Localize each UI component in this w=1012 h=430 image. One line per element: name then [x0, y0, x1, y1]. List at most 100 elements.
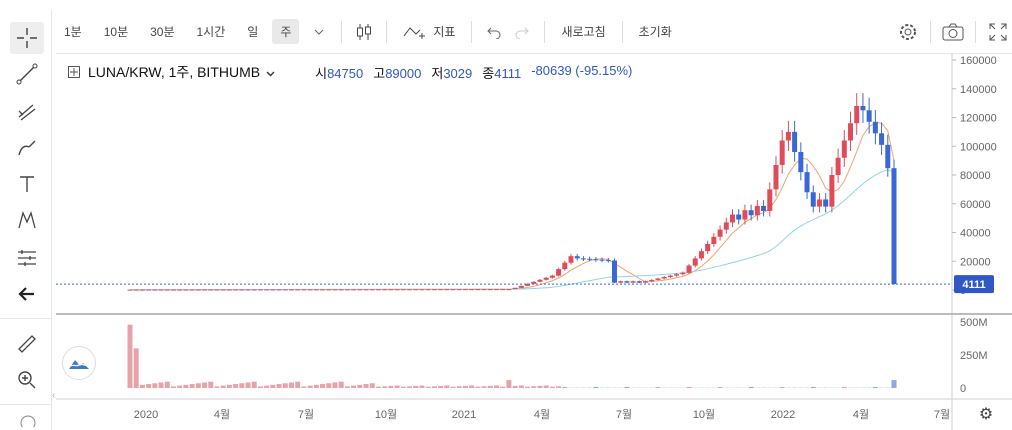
trendline-icon[interactable]	[10, 58, 44, 90]
volume-bar	[257, 386, 263, 388]
reset-button[interactable]: 초기화	[638, 25, 672, 39]
candle	[500, 289, 506, 291]
candle	[835, 148, 841, 184]
gear-icon[interactable]	[894, 18, 922, 46]
candle	[773, 156, 779, 197]
drawing-toolbar	[0, 10, 52, 430]
brush-icon[interactable]	[10, 132, 44, 164]
volume-bar	[344, 386, 350, 388]
tf-30min[interactable]: 30분	[150, 25, 175, 39]
time-tick-label: 10월	[375, 408, 397, 421]
volume-bar	[438, 385, 444, 388]
volume-bar	[400, 386, 406, 388]
open-label: 시	[315, 65, 328, 81]
candle	[357, 289, 363, 291]
volume-bar	[487, 385, 493, 388]
volume-bar	[779, 386, 785, 388]
fullscreen-icon[interactable]	[984, 18, 1012, 46]
price-tick-label: 20000	[960, 256, 991, 268]
candle	[444, 289, 450, 291]
volume-bar	[276, 384, 282, 388]
volume-bar	[152, 383, 158, 388]
divider	[0, 318, 52, 319]
volume-bar	[748, 386, 754, 388]
divider	[930, 20, 931, 43]
time-tick-label: 4월	[214, 408, 230, 421]
price-chart[interactable]: 160000 140000 120000 100000 80000 60000 40000 2…	[56, 54, 1012, 430]
volume-bar	[301, 386, 307, 388]
crosshair-icon[interactable]	[10, 22, 44, 54]
candle	[624, 280, 630, 284]
candle	[748, 204, 754, 221]
chevron-down-icon[interactable]	[305, 18, 333, 46]
axis-settings-icon[interactable]: ⚙	[979, 406, 993, 423]
fib-icon[interactable]	[10, 96, 44, 128]
candle	[170, 289, 176, 291]
volume-bar	[624, 386, 630, 388]
chevron-down-icon[interactable]	[266, 64, 275, 80]
candle	[320, 289, 326, 291]
collapse-handle[interactable]: ‹	[52, 390, 56, 401]
refresh-button[interactable]: 새로고침	[561, 25, 606, 39]
candle	[431, 289, 437, 291]
candle	[792, 120, 798, 162]
zoom-in-icon[interactable]	[10, 364, 44, 396]
candle	[425, 289, 431, 291]
volume-bar	[363, 384, 369, 388]
back-arrow-icon[interactable]	[10, 278, 44, 310]
volume-bar	[164, 381, 170, 388]
volume-bar	[810, 386, 816, 388]
tf-1hour[interactable]: 1시간	[196, 25, 226, 39]
time-tick-label: 7월	[616, 408, 632, 421]
undo-icon[interactable]	[480, 18, 508, 46]
time-tick-label: 10월	[693, 408, 715, 421]
candle	[655, 277, 661, 281]
tf-day[interactable]: 일	[247, 25, 259, 39]
tf-1min[interactable]: 1분	[64, 25, 82, 39]
candle	[891, 159, 897, 285]
volume-bar	[543, 385, 549, 388]
volume-bar	[419, 385, 425, 388]
chart-area[interactable]: 160000 140000 120000 100000 80000 60000 40000 2…	[56, 54, 1012, 430]
camera-icon[interactable]	[939, 18, 967, 46]
candlestick-icon[interactable]	[350, 18, 378, 46]
symbol-label[interactable]: LUNA/KRW, 1주, BITHUMB	[88, 64, 261, 80]
price-tick-label: 80000	[960, 170, 991, 182]
candle	[798, 142, 804, 181]
candle	[630, 280, 636, 284]
candle	[636, 280, 642, 284]
close-value: 4111	[494, 65, 522, 81]
pattern-icon[interactable]	[10, 204, 44, 236]
volume-bar	[518, 385, 524, 388]
price-tick-label: 100000	[960, 141, 997, 153]
candle	[419, 289, 425, 291]
candle	[301, 289, 307, 291]
candle	[270, 289, 276, 291]
measure-icon[interactable]	[10, 242, 44, 274]
candle	[723, 217, 729, 234]
candle	[282, 289, 288, 291]
ruler-icon[interactable]	[10, 328, 44, 360]
candle	[605, 258, 611, 263]
candle	[767, 182, 773, 217]
volume-bar	[481, 386, 487, 388]
candle	[717, 225, 723, 241]
candle	[879, 122, 885, 155]
volume-bar	[872, 386, 878, 388]
last-price-label: 4111	[962, 279, 985, 291]
candle	[127, 289, 133, 291]
candle	[413, 289, 419, 291]
tf-week[interactable]: 주	[272, 19, 300, 44]
candle	[456, 289, 462, 291]
price-tick-label: 160000	[960, 55, 997, 67]
candle	[313, 289, 319, 291]
expand-box-icon[interactable]	[66, 64, 82, 80]
ma-short-line	[129, 122, 895, 291]
candle	[848, 111, 854, 151]
tf-10min[interactable]: 10분	[103, 25, 129, 39]
redo-icon[interactable]	[508, 18, 536, 46]
indicator-button[interactable]: 지표	[395, 19, 463, 44]
text-icon[interactable]	[10, 168, 44, 200]
candle	[854, 93, 860, 135]
candle	[518, 285, 524, 288]
